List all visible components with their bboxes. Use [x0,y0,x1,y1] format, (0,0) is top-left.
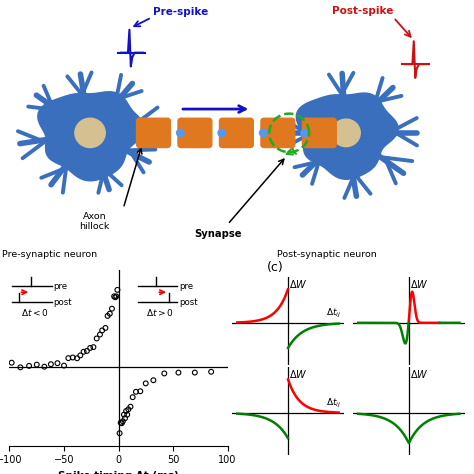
Text: post: post [54,298,73,307]
Circle shape [176,129,184,137]
FancyBboxPatch shape [261,118,295,147]
Text: Pre-synaptic neuron: Pre-synaptic neuron [2,250,98,259]
Point [191,369,199,376]
Polygon shape [296,93,398,179]
Point [8,359,16,366]
Text: $\Delta W$: $\Delta W$ [290,278,308,290]
Point [54,359,61,367]
Point [69,354,76,361]
Point [96,331,104,338]
Point [60,362,68,369]
Point [142,380,150,387]
Point [108,305,116,312]
Point [112,292,120,300]
Point [106,310,114,318]
Point [99,327,106,334]
Circle shape [301,129,309,137]
Point [174,369,182,376]
Text: $\Delta t_{ij}$: $\Delta t_{ij}$ [327,307,342,320]
Text: $\Delta W$: $\Delta W$ [410,278,429,290]
Point [116,429,123,437]
Text: $\Delta W$: $\Delta W$ [410,368,429,380]
Circle shape [260,129,267,137]
Text: Axon
hillock: Axon hillock [80,212,110,231]
Point [161,370,168,377]
Point [122,407,130,415]
Point [119,418,127,425]
X-axis label: Spike timing Δt (ms): Spike timing Δt (ms) [58,471,179,474]
FancyBboxPatch shape [219,118,253,147]
FancyBboxPatch shape [178,118,212,147]
FancyBboxPatch shape [302,118,336,147]
Point [150,376,157,384]
Text: $\Delta t < 0$: $\Delta t < 0$ [21,307,49,318]
Text: Post-synaptic neuron: Post-synaptic neuron [277,250,377,259]
Point [90,343,97,351]
Point [47,360,55,368]
Text: pre: pre [54,282,68,291]
Point [137,387,144,395]
Point [77,352,84,359]
Point [25,362,33,370]
Point [86,344,94,352]
Text: $\Delta t > 0$: $\Delta t > 0$ [146,307,174,318]
Point [73,355,81,362]
Text: Synapse: Synapse [194,229,242,239]
Point [125,406,132,413]
Point [83,347,91,355]
Point [110,292,118,300]
Point [101,324,109,332]
Point [208,368,215,375]
Point [121,414,129,422]
Point [104,312,111,319]
Point [123,411,131,419]
Point [117,419,125,427]
Point [64,355,72,362]
Point [129,393,137,401]
Polygon shape [38,92,145,181]
Text: $\Delta t_{ij}$: $\Delta t_{ij}$ [327,397,342,410]
Point [114,286,121,294]
FancyBboxPatch shape [137,118,170,147]
Point [132,388,140,396]
Text: $\Delta W$: $\Delta W$ [290,368,308,380]
Text: pre: pre [179,282,193,291]
Text: (c): (c) [266,261,283,274]
Point [118,419,126,427]
Point [111,293,119,301]
Circle shape [332,119,360,146]
Text: Pre-spike: Pre-spike [153,7,208,17]
Point [17,364,24,371]
Point [41,363,48,371]
Text: post: post [179,298,198,307]
Point [127,403,134,410]
Point [33,361,41,368]
Circle shape [75,118,105,147]
Text: Post-spike: Post-spike [332,6,393,16]
Point [93,335,100,342]
Point [80,348,87,356]
Circle shape [218,129,226,137]
Point [120,411,128,419]
